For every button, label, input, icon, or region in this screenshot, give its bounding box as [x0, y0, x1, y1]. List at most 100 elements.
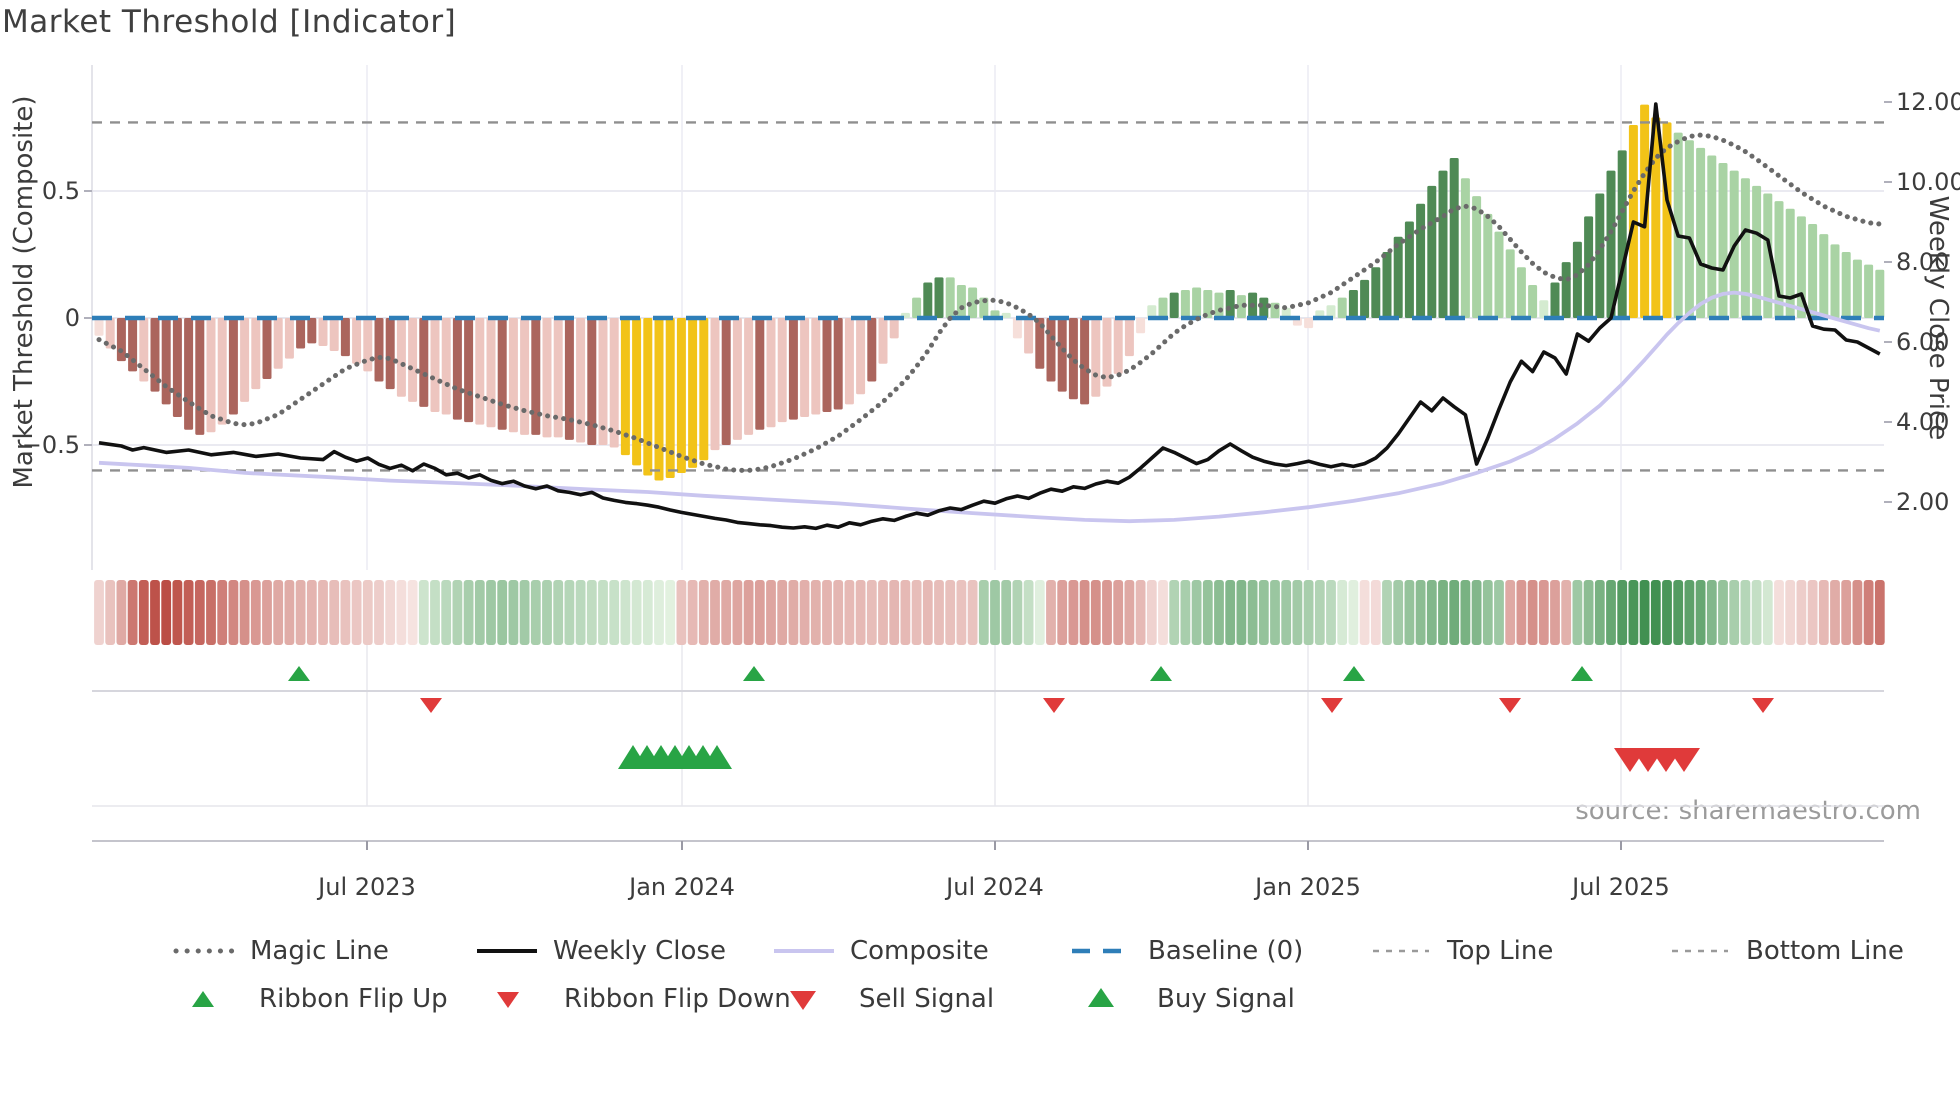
ribbon-cell	[766, 580, 776, 645]
composite-bar	[856, 318, 866, 395]
composite-bar	[1819, 234, 1829, 318]
composite-bar	[486, 318, 496, 428]
ribbon-flip-down-marker	[1321, 698, 1343, 713]
composite-bar	[284, 318, 294, 359]
y-right-tick-label: 8.00	[1896, 248, 1950, 276]
composite-bar	[598, 318, 608, 445]
triangle-up-icon	[192, 991, 214, 1007]
composite-bar	[1348, 290, 1358, 318]
composite-bar	[1046, 318, 1056, 382]
ribbon-cell	[1382, 580, 1392, 645]
legend-item-label: Top Line	[1447, 936, 1554, 966]
composite-bar	[710, 318, 720, 451]
legend-item-label: Composite	[850, 936, 989, 966]
composite-bar	[251, 318, 261, 390]
legend-item-weekly-close[interactable]: Weekly Close	[475, 936, 726, 966]
magic-line	[96, 132, 1883, 473]
ribbon-cell	[1527, 580, 1538, 645]
legend-item-magic-line[interactable]: Magic Line	[172, 936, 389, 966]
legend-item-buy-signal[interactable]: Buy Signal	[1079, 984, 1295, 1014]
legend-item-ribbon-flip-down[interactable]: Ribbon Flip Down	[486, 984, 791, 1014]
legend-item-sell-signal[interactable]: Sell Signal	[781, 984, 994, 1014]
composite-bar	[1203, 290, 1213, 318]
composite-bar	[1707, 155, 1717, 318]
composite-bar	[307, 318, 317, 344]
composite-bar	[587, 318, 597, 445]
ribbon-flip-down-marker	[1752, 698, 1774, 713]
ribbon-cell	[250, 580, 261, 645]
ribbon-flip-up-marker	[1150, 666, 1172, 681]
composite-bar	[329, 318, 339, 352]
ribbon-cell	[452, 580, 463, 645]
composite-bar	[564, 318, 574, 440]
ribbon-cell	[710, 580, 720, 645]
ribbon-cell	[1673, 580, 1684, 645]
ribbon-cell	[1494, 580, 1504, 645]
legend-item-label: Baseline (0)	[1148, 936, 1304, 966]
composite-bar	[1371, 267, 1381, 318]
composite-bar	[788, 318, 798, 420]
composite-bar	[94, 318, 104, 336]
ribbon-cell	[1236, 580, 1247, 645]
composite-bar	[1673, 132, 1683, 318]
ribbon-cell	[138, 580, 149, 645]
ribbon-cell	[1606, 580, 1616, 645]
ribbon-cell	[396, 580, 407, 645]
legend-item-top-line[interactable]: Top Line	[1369, 936, 1553, 966]
ribbon-cell	[418, 580, 429, 645]
composite-bar	[1035, 318, 1045, 369]
ribbon-cell	[497, 580, 508, 645]
composite-bar	[340, 318, 350, 357]
y-right-tick-label: 10.00	[1896, 168, 1960, 196]
ribbon-cell	[1180, 580, 1191, 645]
composite-bar	[1416, 203, 1426, 318]
composite-bar	[1718, 163, 1728, 318]
ribbon-cell	[1202, 580, 1213, 645]
composite-bar	[609, 318, 619, 448]
ribbon-cell	[922, 580, 933, 645]
composite-swatch-icon	[774, 949, 834, 953]
composite-bar	[1192, 287, 1202, 318]
ribbon-cell	[183, 580, 194, 645]
composite-bar	[822, 318, 832, 412]
composite-bar	[1113, 318, 1123, 374]
composite-bar	[1505, 249, 1515, 318]
ribbon-flip-down-marker	[420, 698, 442, 713]
composite-bar	[643, 318, 653, 476]
composite-bar	[1001, 312, 1011, 318]
composite-bar	[296, 318, 306, 349]
composite-bar	[352, 318, 362, 364]
composite-bar	[912, 297, 922, 318]
composite-bar	[273, 318, 283, 369]
composite-bar	[800, 318, 810, 418]
composite-bar	[945, 277, 955, 318]
ribbon-cell	[542, 580, 552, 645]
ribbon-cell	[1113, 580, 1124, 645]
ribbon-cell	[956, 580, 967, 645]
composite-bar	[217, 318, 227, 425]
legend-item-ribbon-flip-up[interactable]: Ribbon Flip Up	[181, 984, 448, 1014]
ribbon-cell	[530, 580, 541, 645]
composite-bar	[1539, 300, 1549, 318]
legend-item-bottom-line[interactable]: Bottom Line	[1668, 936, 1904, 966]
composite-bar	[1516, 267, 1526, 318]
ribbon-cell	[1774, 580, 1784, 645]
composite-bar	[934, 277, 944, 318]
ribbon-cell	[732, 580, 743, 645]
legend-item-composite[interactable]: Composite	[772, 936, 989, 966]
ribbon-flip-up-marker	[1571, 666, 1593, 681]
ribbon-cell	[1852, 580, 1863, 645]
composite-bar	[878, 318, 888, 364]
ribbon-cell	[1247, 580, 1258, 645]
ribbon-cell	[598, 580, 608, 645]
ribbon-cell	[362, 580, 373, 645]
legend-item-baseline-0-[interactable]: Baseline (0)	[1070, 936, 1303, 966]
ribbon-cell	[1314, 580, 1325, 645]
ribbon-cell	[844, 580, 855, 645]
ribbon-cell	[385, 580, 396, 645]
ribbon-cell	[743, 580, 754, 645]
composite-bar	[1752, 185, 1762, 318]
ribbon-cell	[1617, 580, 1628, 645]
ribbon-cell	[1046, 580, 1056, 645]
composite-bar	[1472, 196, 1482, 318]
